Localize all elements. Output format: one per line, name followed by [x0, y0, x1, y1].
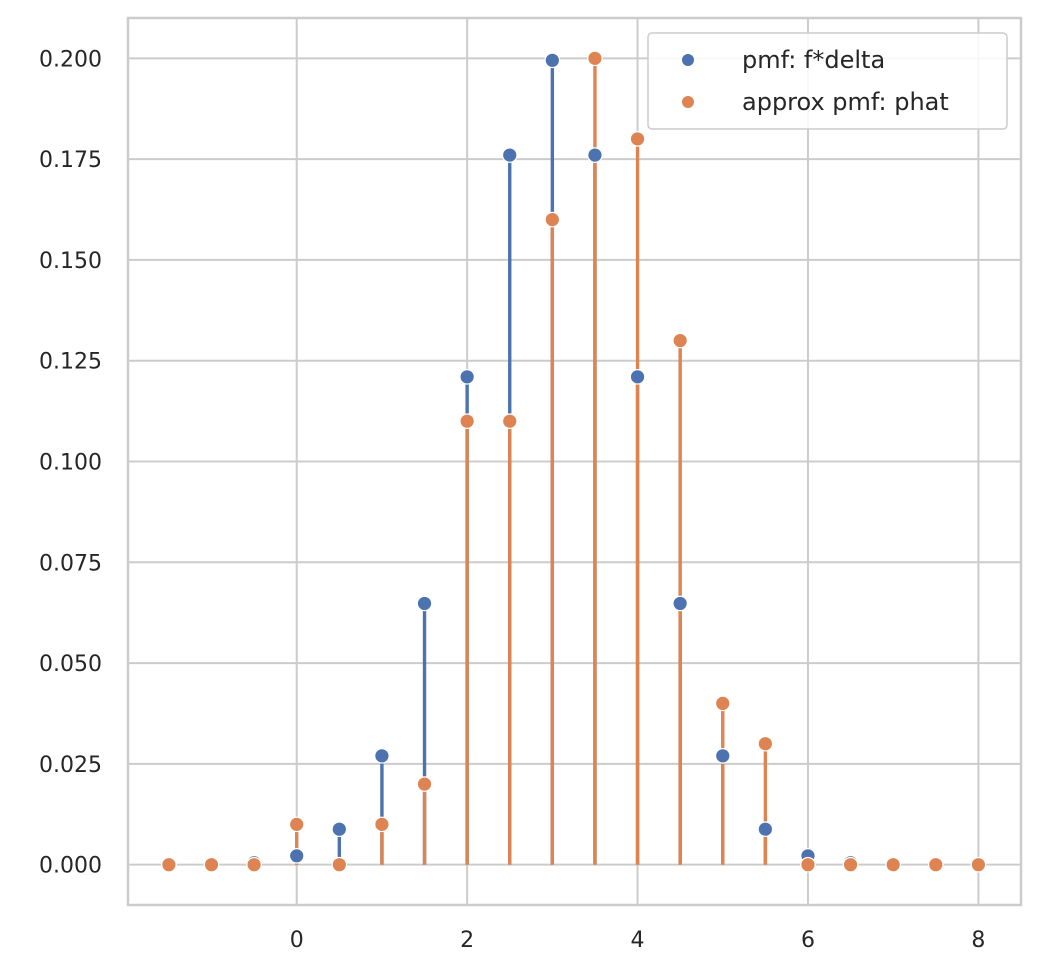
data-point — [672, 595, 688, 612]
data-point — [288, 848, 305, 864]
data-point — [288, 816, 305, 833]
stem-lines — [252, 58, 853, 865]
y-tick-label: 0.100 — [39, 451, 102, 476]
legend: pmf: f*delta approx pmf: phat — [647, 32, 1008, 130]
data-point — [587, 147, 603, 163]
data-point — [800, 856, 816, 873]
data-point — [459, 413, 475, 429]
y-tick-labels: 0.000 0.025 0.050 0.075 0.100 0.125 0.150 0.175… — [39, 47, 102, 878]
data-point — [161, 856, 177, 873]
data-point — [927, 856, 944, 873]
data-point — [885, 856, 901, 873]
series-points-1 — [161, 52, 987, 873]
grid-lines — [128, 18, 1021, 905]
data-point — [203, 856, 220, 873]
y-tick-label: 0.175 — [39, 148, 102, 173]
data-point — [416, 776, 433, 792]
data-point — [416, 595, 433, 612]
data-point — [459, 369, 475, 385]
data-point — [672, 332, 688, 349]
data-point — [842, 856, 859, 873]
data-point — [246, 856, 262, 873]
data-point — [970, 856, 987, 873]
y-tick-label: 0.000 — [39, 854, 102, 879]
y-tick-label: 0.125 — [39, 350, 102, 375]
series-points-2 — [161, 50, 987, 873]
data-point — [501, 413, 518, 429]
x-tick-label: 8 — [971, 928, 985, 953]
data-point — [331, 821, 348, 838]
data-point — [374, 816, 390, 833]
y-tick-label: 0.200 — [39, 47, 102, 72]
data-point — [629, 131, 646, 147]
data-point — [714, 748, 731, 764]
series-stems-2 — [295, 58, 768, 865]
data-point — [331, 856, 348, 873]
x-tick-label: 0 — [290, 928, 304, 953]
legend-box — [647, 32, 1008, 130]
data-point — [587, 50, 603, 67]
y-tick-label: 0.025 — [39, 753, 102, 778]
x-tick-label: 4 — [631, 928, 645, 953]
legend-label-approx-pmf: approx pmf: phat — [742, 88, 949, 116]
legend-label-pmf: pmf: f*delta — [742, 46, 885, 74]
x-tick-label: 6 — [801, 928, 815, 953]
y-tick-label: 0.050 — [39, 652, 102, 677]
data-point — [544, 52, 561, 69]
data-point — [374, 748, 390, 764]
y-tick-label: 0.150 — [39, 249, 102, 274]
data-point — [629, 369, 646, 385]
data-point — [544, 211, 561, 228]
x-tick-labels: 0 2 4 6 8 — [290, 928, 986, 953]
data-point — [501, 147, 518, 163]
x-tick-label: 2 — [460, 928, 474, 953]
data-point — [714, 695, 731, 712]
y-tick-label: 0.075 — [39, 551, 102, 576]
plot-frame — [126, 16, 1023, 907]
data-points — [161, 50, 987, 873]
data-point — [757, 735, 774, 752]
legend-marker-approx-pmf — [682, 96, 694, 108]
legend-marker-pmf — [682, 54, 694, 66]
data-point — [757, 821, 774, 838]
